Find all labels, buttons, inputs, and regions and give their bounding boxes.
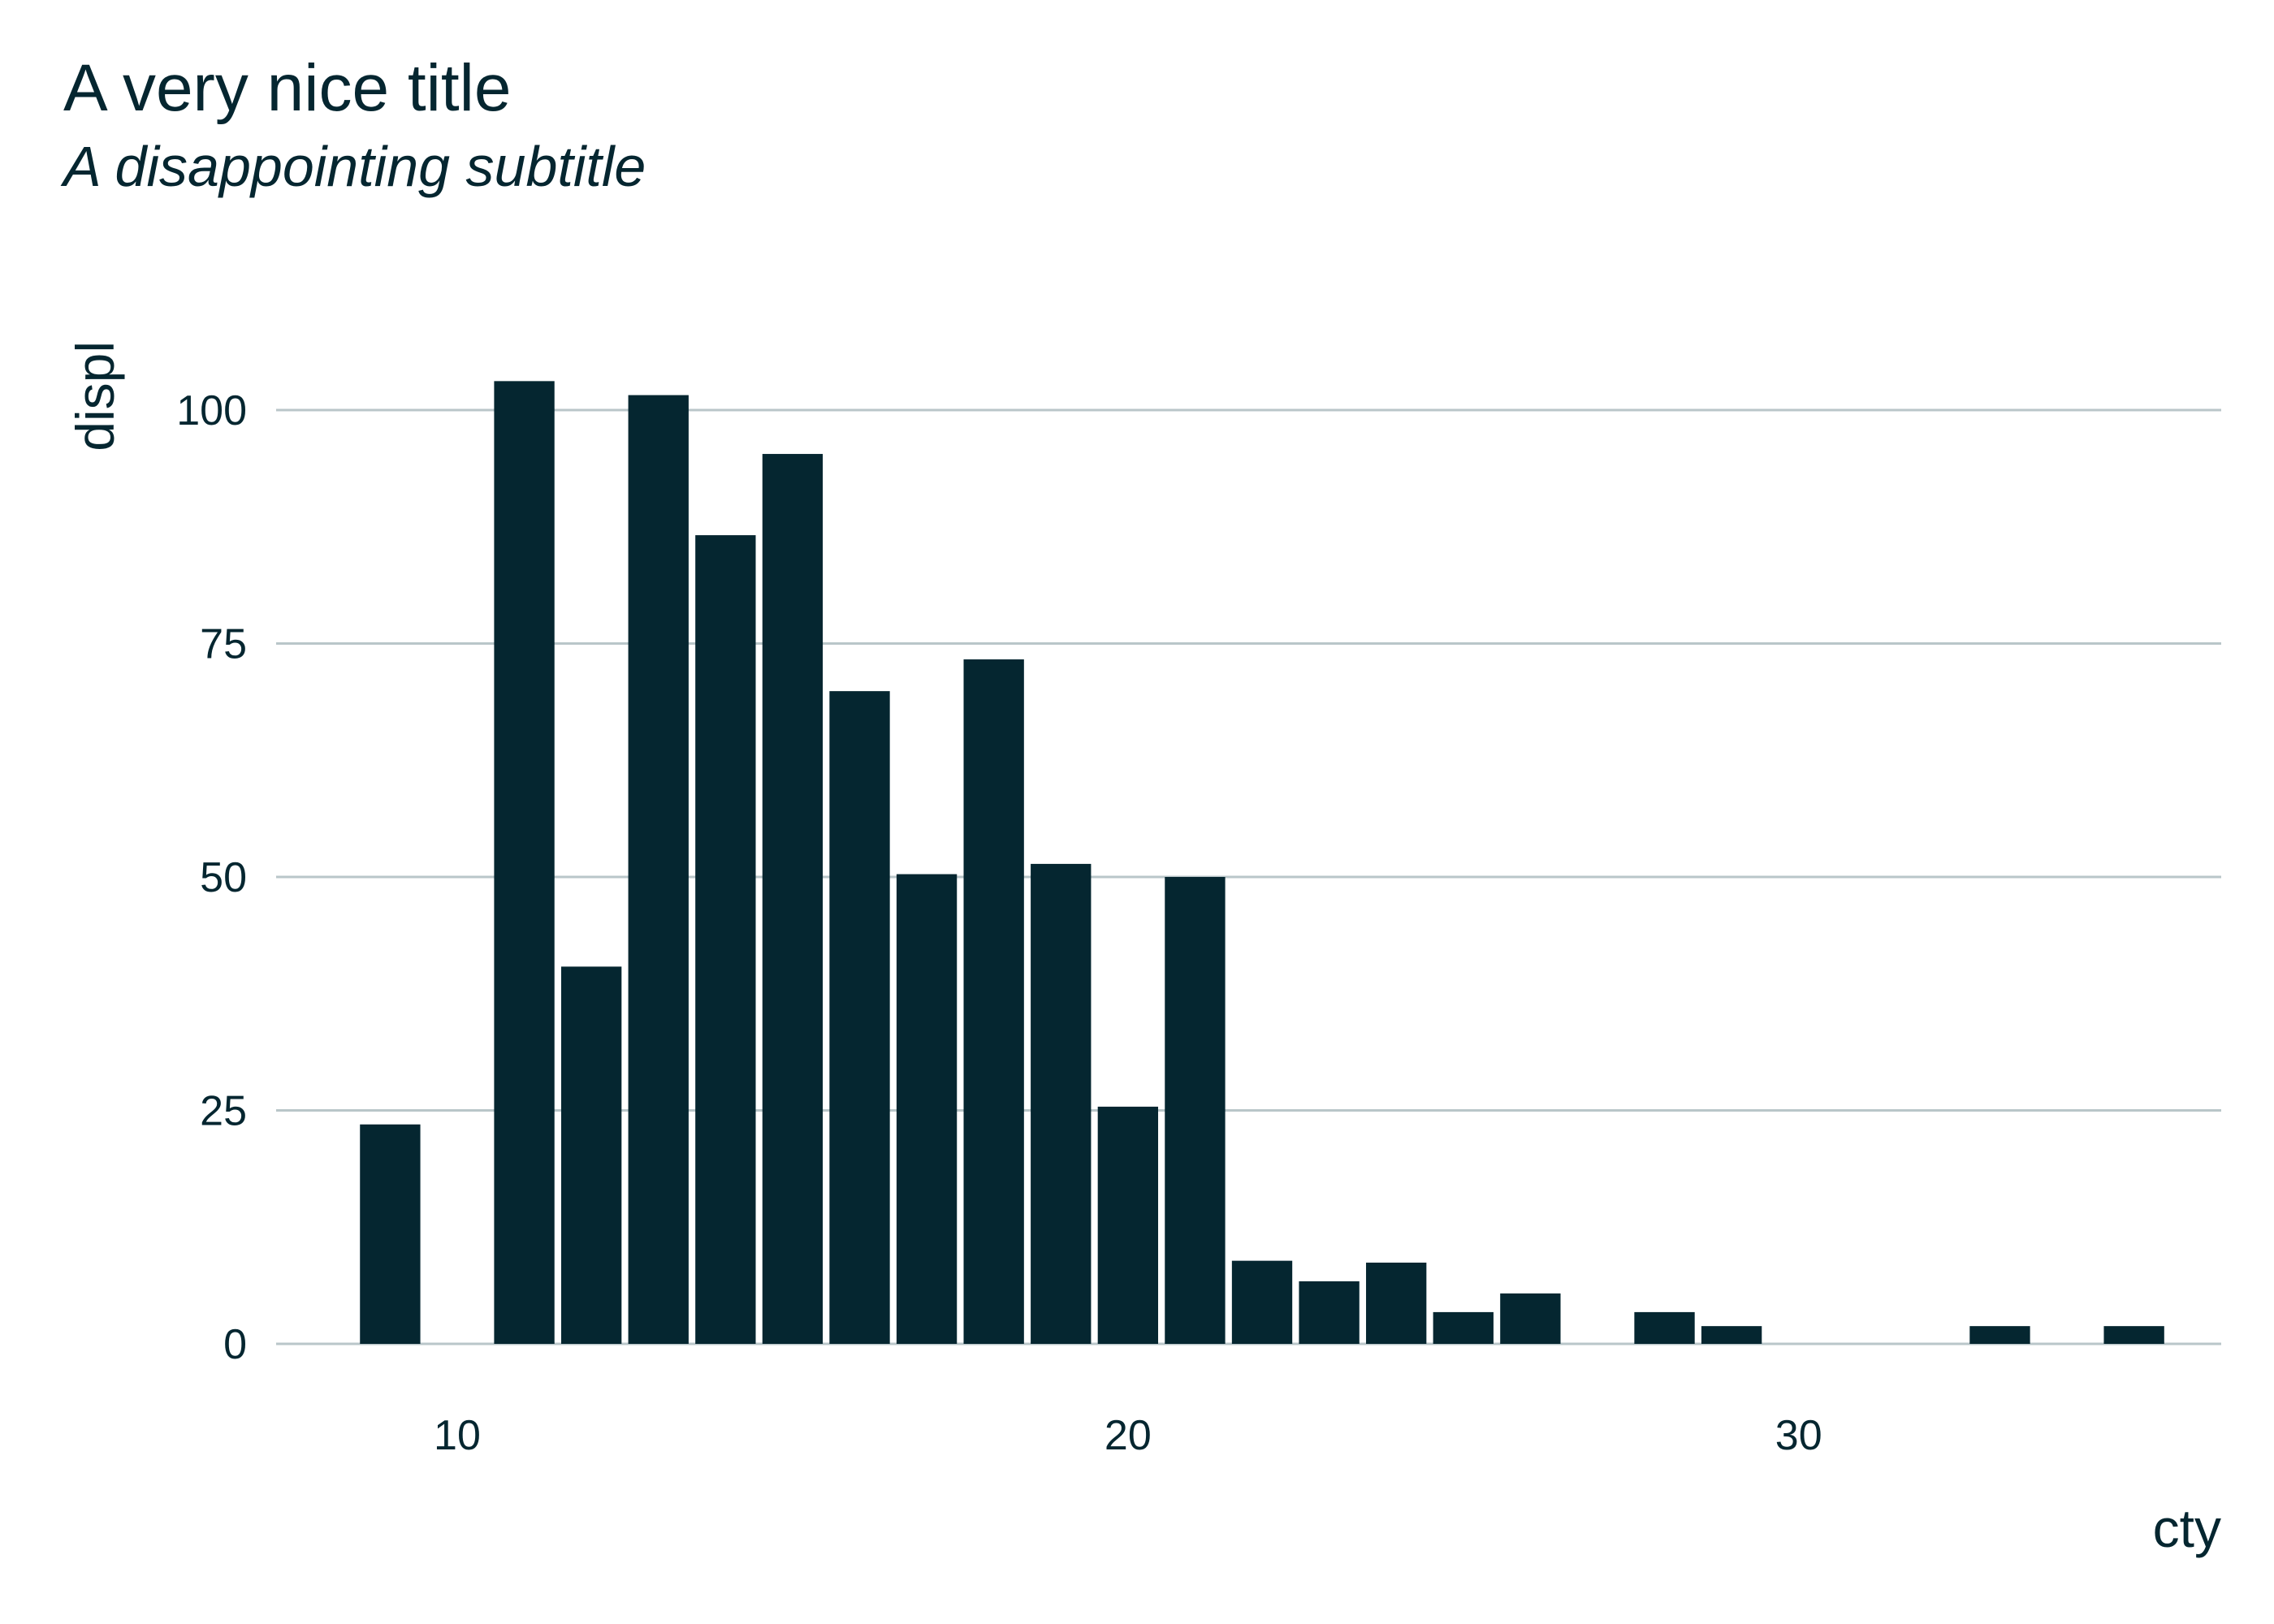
bar-cty-35 bbox=[2103, 1326, 2164, 1344]
bar-cty-18 bbox=[963, 659, 1024, 1344]
bar-cty-16 bbox=[829, 691, 890, 1344]
bar-cty-12 bbox=[560, 966, 622, 1344]
bar-cty-28 bbox=[1634, 1311, 1695, 1344]
y-axis-title: displ bbox=[65, 341, 125, 451]
bar-cty-9 bbox=[360, 1124, 421, 1344]
bar-cty-13 bbox=[628, 395, 689, 1345]
bar-cty-21 bbox=[1165, 877, 1226, 1344]
chart-title: A very nice title bbox=[63, 51, 512, 125]
bar-cty-15 bbox=[762, 454, 824, 1344]
bar-cty-29 bbox=[1701, 1326, 1762, 1344]
bar-cty-23 bbox=[1299, 1281, 1360, 1344]
bar-cty-11 bbox=[494, 381, 555, 1345]
y-tick-label: 75 bbox=[200, 621, 247, 668]
y-tick-label: 100 bbox=[176, 387, 247, 434]
x-tick-label: 30 bbox=[1775, 1412, 1822, 1459]
y-tick-label: 0 bbox=[223, 1321, 247, 1368]
bar-cty-14 bbox=[695, 535, 756, 1344]
bar-cty-22 bbox=[1231, 1260, 1293, 1344]
bar-cty-33 bbox=[1969, 1326, 2030, 1344]
bar-cty-17 bbox=[896, 874, 958, 1344]
bars bbox=[360, 381, 2164, 1345]
x-tick-label: 10 bbox=[434, 1412, 481, 1459]
bar-cty-26 bbox=[1500, 1293, 1561, 1344]
y-axis-ticks: 0 25 50 75 100 bbox=[176, 387, 247, 1368]
y-tick-label: 50 bbox=[200, 854, 247, 901]
x-axis-ticks: 10 20 30 bbox=[434, 1412, 1822, 1459]
x-axis-title: cty bbox=[2153, 1498, 2221, 1558]
chart-subtitle: A disappointing subtitle bbox=[63, 135, 646, 198]
x-tick-label: 20 bbox=[1105, 1412, 1152, 1459]
bar-cty-20 bbox=[1097, 1106, 1159, 1344]
bar-cty-19 bbox=[1031, 863, 1092, 1344]
bar-cty-24 bbox=[1366, 1262, 1427, 1344]
y-tick-label: 25 bbox=[200, 1088, 247, 1135]
bar-cty-25 bbox=[1433, 1311, 1494, 1344]
